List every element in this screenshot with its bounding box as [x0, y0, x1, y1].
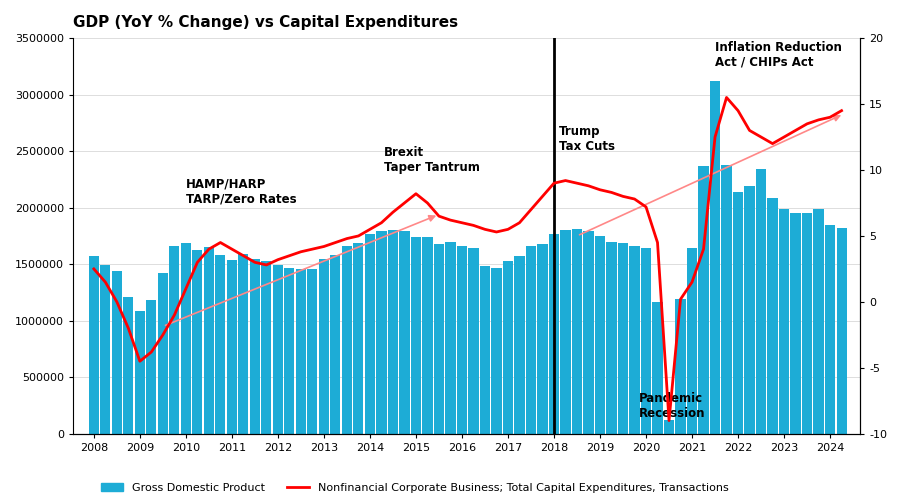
Bar [825, 225, 835, 434]
Bar [180, 243, 191, 434]
Bar [342, 246, 352, 434]
Bar [192, 249, 202, 434]
Bar [134, 310, 145, 434]
Bar [422, 237, 433, 434]
Bar [549, 234, 559, 434]
Bar [262, 261, 272, 434]
Bar [802, 213, 812, 434]
Bar [354, 243, 364, 434]
Bar [238, 254, 248, 434]
Bar [88, 257, 99, 434]
Bar [124, 297, 133, 434]
Bar [687, 248, 697, 434]
Text: Trump
Tax Cuts: Trump Tax Cuts [558, 125, 614, 153]
Bar [376, 231, 386, 434]
Bar [388, 230, 398, 434]
Bar [457, 246, 467, 434]
Bar [216, 255, 226, 434]
Bar [836, 228, 847, 434]
Bar [779, 209, 789, 434]
Bar [641, 248, 651, 434]
Bar [698, 166, 709, 434]
Bar [768, 198, 778, 434]
Bar [296, 269, 306, 434]
Bar [480, 267, 490, 434]
Bar [226, 260, 237, 434]
Text: Pandemic
Recession: Pandemic Recession [640, 391, 705, 420]
Bar [676, 299, 686, 434]
Text: Inflation Reduction
Act / CHIPs Act: Inflation Reduction Act / CHIPs Act [715, 41, 842, 69]
Text: HAMP/HARP
TARP/Zero Rates: HAMP/HARP TARP/Zero Rates [186, 178, 297, 205]
Bar [100, 265, 110, 434]
Bar [250, 259, 260, 434]
Bar [526, 246, 536, 434]
Bar [319, 259, 329, 434]
Legend: Gross Domestic Product, Nonfinancial Corporate Business; Total Capital Expenditu: Gross Domestic Product, Nonfinancial Cor… [97, 478, 733, 497]
Bar [652, 301, 663, 434]
Bar [514, 257, 525, 434]
Bar [630, 246, 640, 434]
Bar [400, 231, 410, 434]
Bar [733, 192, 743, 434]
Text: GDP (YoY % Change) vs Capital Expenditures: GDP (YoY % Change) vs Capital Expenditur… [73, 15, 458, 30]
Bar [790, 213, 801, 434]
Bar [468, 248, 479, 434]
Bar [538, 244, 548, 434]
Bar [756, 169, 766, 434]
Bar [618, 243, 628, 434]
Bar [446, 241, 456, 434]
Text: Brexit
Taper Tantrum: Brexit Taper Tantrum [383, 146, 480, 174]
Bar [204, 247, 214, 434]
Bar [572, 229, 582, 434]
Bar [411, 237, 421, 434]
Bar [560, 230, 571, 434]
Bar [722, 164, 732, 434]
Bar [584, 231, 594, 434]
Bar [814, 209, 824, 434]
Bar [744, 186, 755, 434]
Bar [710, 81, 720, 434]
Bar [272, 265, 283, 434]
Bar [146, 300, 156, 434]
Bar [158, 273, 168, 434]
Bar [503, 261, 513, 434]
Bar [595, 236, 605, 434]
Bar [365, 234, 375, 434]
Bar [112, 271, 122, 434]
Bar [308, 269, 318, 434]
Bar [284, 268, 294, 434]
Bar [606, 241, 617, 434]
Bar [170, 246, 179, 434]
Bar [492, 268, 502, 434]
Bar [434, 244, 444, 434]
Bar [330, 255, 340, 434]
Bar [664, 420, 674, 434]
